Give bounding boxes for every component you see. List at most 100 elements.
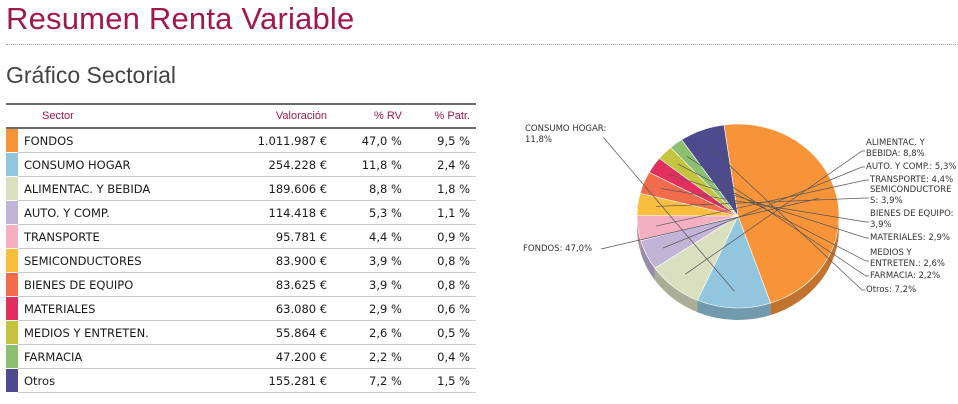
- pie-leader-line: [668, 173, 869, 239]
- valoracion-value: 254.228 €: [216, 152, 334, 177]
- pie-side-fondos: [770, 216, 839, 316]
- pct-rv-value: 47,0 %: [333, 128, 408, 153]
- valoracion-value: 114.418 €: [216, 200, 334, 225]
- table-row: FARMACIA 47.200 €2,2 % 0,4 %: [6, 344, 476, 369]
- pie-label: TRANSPORTE: 4,4%: [869, 175, 953, 185]
- sector-pie-chart: FONDOS: 47,0% CONSUMO HOGAR: 11,8% ALIMENTA…: [520, 120, 958, 350]
- pct-patr-value: 1,5 %: [407, 368, 476, 393]
- pie-leader-line: [660, 188, 869, 223]
- pct-patr-value: 0,5 %: [407, 320, 476, 345]
- color-swatch: [6, 128, 18, 153]
- pct-patr-value: 1,8 %: [407, 176, 476, 201]
- pct-rv-value: 4,4 %: [333, 224, 408, 249]
- header-sector: Sector: [18, 103, 217, 129]
- pie-leader-line: [662, 166, 865, 249]
- pie-label: Otros: 7,2%: [866, 285, 916, 295]
- pct-patr-value: 2,4 %: [407, 152, 476, 177]
- sector-name: SEMICONDUCTORES: [18, 248, 217, 273]
- page-title: Resumen Renta Variable: [6, 1, 355, 36]
- pie-slice-fondos: [723, 123, 840, 304]
- valoracion-value: 1.011.987 €: [216, 128, 334, 153]
- pie-label: FARMACIA: 2,2%: [870, 271, 940, 281]
- pie-leader-line: [677, 163, 869, 262]
- valoracion-value: 83.625 €: [216, 272, 334, 297]
- table-header-row: Sector Valoración % RV % Patr.: [6, 103, 476, 129]
- header-pct-patr: % Patr.: [407, 103, 476, 129]
- color-swatch: [6, 176, 18, 201]
- pie-label: FONDOS: 47,0%: [523, 244, 592, 254]
- color-swatch: [6, 272, 18, 297]
- sector-name: MATERIALES: [18, 296, 217, 321]
- pie-side-consumo-hogar: [697, 300, 771, 320]
- pct-rv-value: 2,2 %: [333, 344, 408, 369]
- pct-rv-value: 5,3 %: [333, 200, 408, 225]
- section-title: Gráfico Sectorial: [6, 62, 177, 88]
- header-valoracion: Valoración: [216, 103, 334, 129]
- sector-name: MEDIOS Y ENTRETEN.: [18, 320, 217, 345]
- pct-patr-value: 0,6 %: [407, 296, 476, 321]
- pie-slice-otros: [681, 124, 739, 217]
- sector-name: Otros: [18, 368, 217, 393]
- table-row: AUTO. Y COMP. 114.418 €5,3 % 1,1 %: [6, 200, 476, 225]
- pie-leader-line: [686, 156, 869, 277]
- table-row: MATERIALES 63.080 €2,9 % 0,6 %: [6, 296, 476, 321]
- color-swatch: [6, 368, 18, 393]
- table-body: FONDOS 1.011.987 €47,0 % 9,5 % CONSUMO HOGA…: [6, 128, 476, 393]
- pie-leader-line: [708, 145, 865, 291]
- table-row: MEDIOS Y ENTRETEN. 55.864 €2,6 % 0,5 %: [6, 320, 476, 345]
- color-swatch: [6, 344, 18, 369]
- table-row: FONDOS 1.011.987 €47,0 % 9,5 %: [6, 128, 476, 153]
- sector-name: BIENES DE EQUIPO: [18, 272, 217, 297]
- valoracion-value: 47.200 €: [216, 344, 334, 369]
- sector-name: FONDOS: [18, 128, 217, 153]
- pie-chart-svg: FONDOS: 47,0% CONSUMO HOGAR: 11,8% ALIMENTA…: [523, 123, 957, 320]
- valoracion-value: 63.080 €: [216, 296, 334, 321]
- pie-leader-line: [655, 197, 869, 207]
- pct-patr-value: 0,8 %: [407, 272, 476, 297]
- pie-leader-line: [602, 136, 735, 292]
- pct-rv-value: 2,6 %: [333, 320, 408, 345]
- pct-rv-value: 11,8 %: [333, 152, 408, 177]
- table-row: TRANSPORTE 95.781 €4,4 % 0,9 %: [6, 224, 476, 249]
- pct-patr-value: 9,5 %: [407, 128, 476, 153]
- title-divider: [6, 44, 956, 45]
- pct-patr-value: 0,8 %: [407, 248, 476, 273]
- pie-side-alimentac-y-bebida: [654, 268, 698, 313]
- valoracion-value: 95.781 €: [216, 224, 334, 249]
- pct-rv-value: 2,9 %: [333, 296, 408, 321]
- pie-label: MATERIALES: 2,9%: [870, 233, 950, 243]
- pct-patr-value: 1,1 %: [407, 200, 476, 225]
- header-swatch-column: [6, 103, 18, 129]
- table-row: BIENES DE EQUIPO 83.625 €3,9 % 0,8 %: [6, 272, 476, 297]
- color-swatch: [6, 248, 18, 273]
- pct-rv-value: 3,9 %: [333, 248, 408, 273]
- pie-label: MEDIOS Y ENTRETEN.: 2,6%: [870, 248, 945, 269]
- pie-label: AUTO. Y COMP.: 5,3%: [866, 162, 957, 172]
- pie-slice-consumo-hogar: [697, 215, 771, 309]
- table-row: Otros 155.281 €7,2 % 1,5 %: [6, 368, 476, 393]
- color-swatch: [6, 296, 18, 321]
- pct-rv-value: 7,2 %: [333, 368, 408, 393]
- sector-name: AUTO. Y COMP.: [18, 200, 217, 225]
- valoracion-value: 83.900 €: [216, 248, 334, 273]
- table-row: CONSUMO HOGAR 254.228 €11,8 % 2,4 %: [6, 152, 476, 177]
- pct-patr-value: 0,9 %: [407, 224, 476, 249]
- sector-name: ALIMENTAC. Y BEBIDA: [18, 176, 217, 201]
- color-swatch: [6, 200, 18, 225]
- table-row: SEMICONDUCTORES 83.900 €3,9 % 0,8 %: [6, 248, 476, 273]
- pie-label: ALIMENTAC. Y BEBIDA: 8,8%: [866, 138, 926, 159]
- pct-rv-value: 3,9 %: [333, 272, 408, 297]
- valoracion-value: 189.606 €: [216, 176, 334, 201]
- color-swatch: [6, 320, 18, 345]
- header-pct-rv: % RV: [333, 103, 408, 129]
- pie-leader-line: [685, 150, 865, 275]
- sector-name: FARMACIA: [18, 344, 217, 369]
- pie-label: BIENES DE EQUIPO: 3,9%: [870, 209, 953, 230]
- pct-rv-value: 8,8 %: [333, 176, 408, 201]
- sector-name: CONSUMO HOGAR: [18, 152, 217, 177]
- pie-label: SEMICONDUCTORE S: 3,9%: [870, 185, 951, 206]
- sector-name: TRANSPORTE: [18, 224, 217, 249]
- sector-table: Sector Valoración % RV % Patr. FONDOS 1.0…: [6, 103, 476, 393]
- color-swatch: [6, 152, 18, 177]
- table-row: ALIMENTAC. Y BEBIDA 189.606 €8,8 % 1,8 %: [6, 176, 476, 201]
